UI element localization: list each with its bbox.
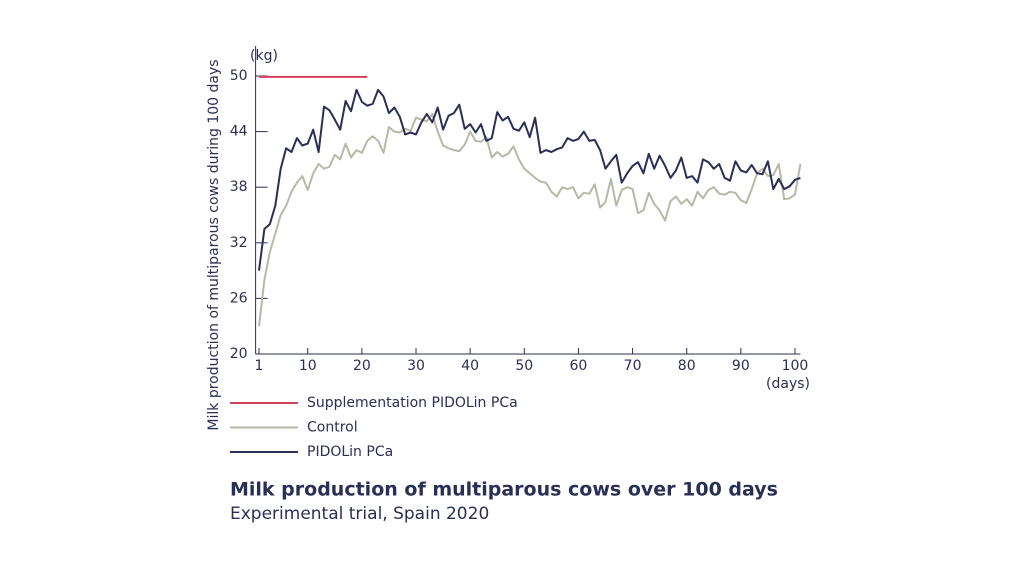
legend-label: Supplementation PIDOLin PCa [307, 395, 518, 411]
y-tick-label: 32 [230, 235, 248, 251]
x-tick-label: 60 [570, 358, 588, 374]
x-tick-label: 80 [678, 358, 696, 374]
x-tick-label: 30 [407, 358, 425, 374]
x-tick-label: 100 [782, 358, 809, 374]
y-unit: (kg) [250, 48, 278, 64]
y-tick-label: 44 [230, 124, 248, 140]
y-tick-label: 50 [230, 68, 248, 84]
x-unit: (days) [766, 376, 810, 392]
x-tick-label: 20 [353, 358, 371, 374]
series-line [258, 113, 802, 327]
legend-label: Control [307, 420, 358, 436]
chart-title: Milk production of multiparous cows over… [230, 479, 778, 501]
y-axis-label: Milk production of multiparous cows duri… [206, 59, 222, 430]
x-tick-label: 1 [255, 358, 264, 374]
y-tick-label: 26 [230, 290, 248, 306]
chart-subtitle: Experimental trial, Spain 2020 [230, 504, 489, 524]
x-tick-label: 40 [461, 358, 479, 374]
x-tick-label: 10 [299, 358, 317, 374]
y-tick-label: 38 [230, 179, 248, 195]
x-tick-label: 90 [732, 358, 750, 374]
x-tick-label: 50 [515, 358, 533, 374]
x-tick-label: 70 [624, 358, 642, 374]
series-line [258, 88, 801, 271]
y-tick-label: 20 [230, 346, 248, 362]
legend-label: PIDOLin PCa [307, 444, 393, 460]
